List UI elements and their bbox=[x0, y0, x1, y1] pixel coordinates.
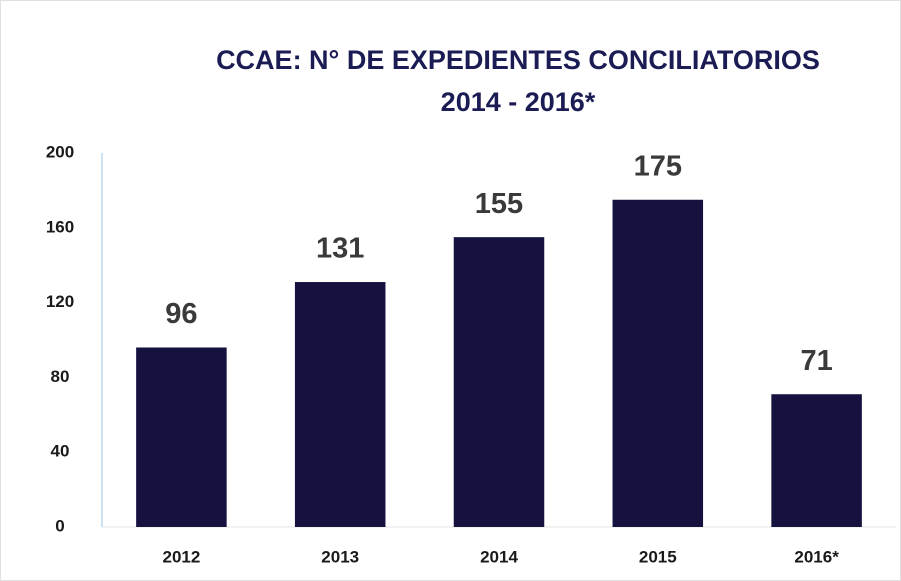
y-tick-label: 160 bbox=[46, 217, 74, 236]
data-label: 96 bbox=[165, 298, 197, 330]
data-label: 71 bbox=[800, 345, 832, 377]
bar bbox=[612, 199, 704, 527]
data-label: 175 bbox=[634, 150, 682, 182]
y-tick-label: 40 bbox=[51, 442, 70, 461]
x-tick-label: 2013 bbox=[321, 547, 359, 566]
y-tick-label: 200 bbox=[46, 142, 74, 161]
y-tick-label: 120 bbox=[46, 292, 74, 311]
bar bbox=[294, 282, 386, 527]
y-tick-label: 80 bbox=[51, 367, 70, 386]
bar bbox=[136, 347, 227, 527]
x-tick-label: 2014 bbox=[480, 547, 518, 566]
data-label: 155 bbox=[475, 188, 523, 220]
chart-title: CCAE: N° DE EXPEDIENTES CONCILIATORIOS bbox=[216, 45, 820, 75]
data-label: 131 bbox=[316, 233, 364, 265]
bar bbox=[453, 237, 545, 527]
x-tick-label: 2012 bbox=[162, 547, 200, 566]
bar bbox=[771, 394, 862, 527]
y-tick-label: 0 bbox=[55, 516, 64, 535]
x-tick-label: 2015 bbox=[639, 547, 677, 566]
chart-subtitle: 2014 - 2016* bbox=[441, 87, 596, 117]
x-tick-label: 2016* bbox=[794, 547, 839, 566]
